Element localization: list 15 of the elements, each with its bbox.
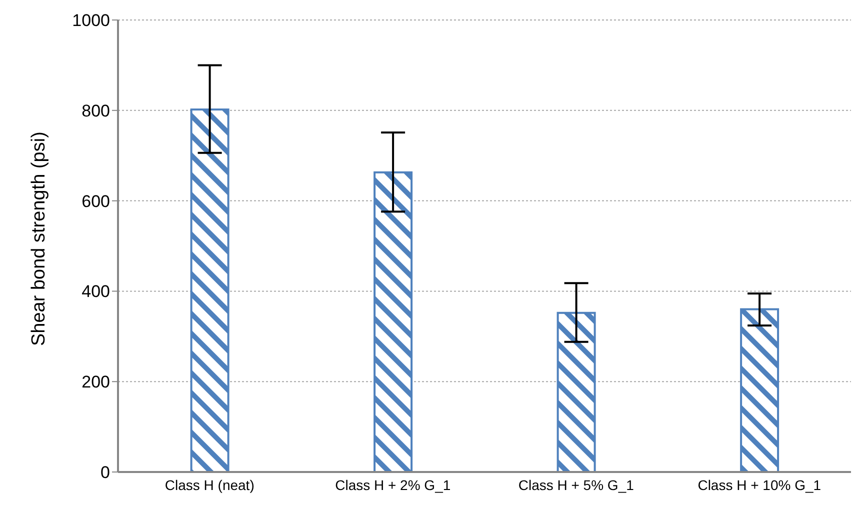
y-tick-label: 800 [82,101,110,120]
y-tick-label: 0 [100,463,110,482]
bar [556,312,596,472]
x-tick-label: Class H + 10% G_1 [698,476,822,493]
y-tick-label: 200 [82,372,110,392]
y-tick-label: 600 [82,192,110,211]
y-tick-label: 400 [82,282,110,302]
bar [740,308,780,472]
y-tick-label: 1000 [72,11,110,30]
x-tick-label: Class H (neat) [164,476,254,493]
bar [190,108,230,472]
x-tick-label: Class H + 2% G_1 [335,476,451,493]
x-tick-label: Class H + 5% G_1 [518,476,634,493]
bar [374,171,413,472]
y-axis-title: Shear bond strength (psi) [28,132,50,346]
